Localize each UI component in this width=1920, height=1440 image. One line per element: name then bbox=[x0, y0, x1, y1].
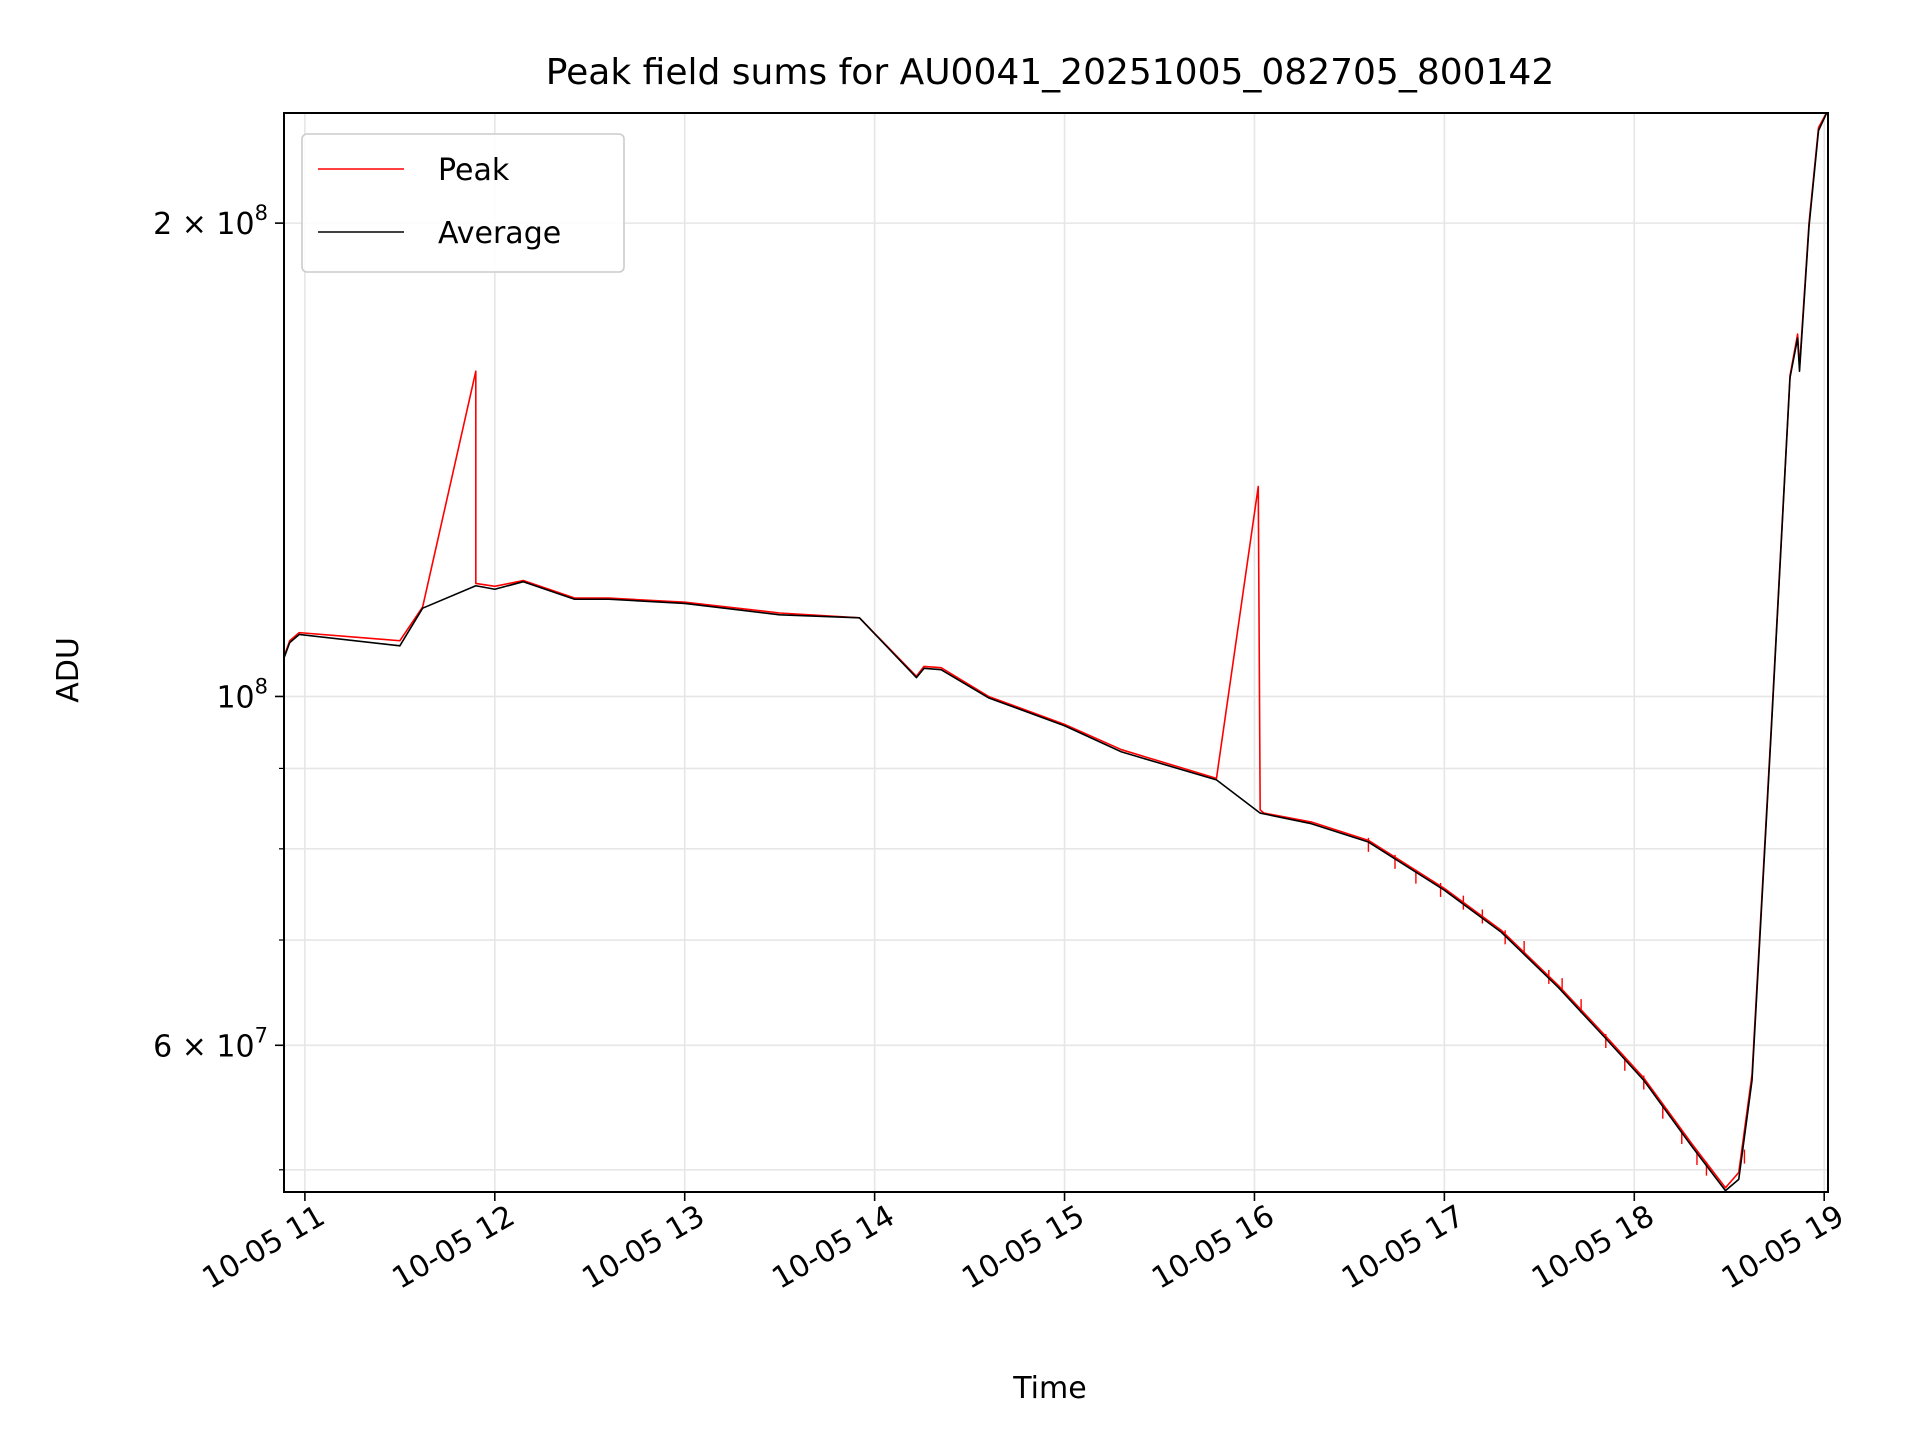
y-axis-label: ADU bbox=[51, 637, 86, 703]
y-tick-label-1: 108 bbox=[216, 674, 268, 715]
legend-label-average: Average bbox=[438, 216, 561, 251]
grid-lines bbox=[284, 113, 1828, 1192]
y-tick-label-2: 2 × 108 bbox=[153, 201, 268, 242]
series-group bbox=[284, 113, 1828, 1192]
legend-label-peak: Peak bbox=[438, 153, 510, 188]
y-tick-label-0: 6 × 107 bbox=[153, 1023, 268, 1064]
plot-frame bbox=[283, 112, 1829, 1193]
series-line-average bbox=[284, 113, 1828, 1192]
x-axis-label: Time bbox=[1012, 1371, 1086, 1406]
legend: Peak Average bbox=[301, 133, 625, 273]
chart-title: Peak field sums for AU0041_20251005_0827… bbox=[546, 52, 1555, 93]
y-axis-ticks: 6 × 107 108 2 × 108 bbox=[153, 201, 284, 1171]
axes-frame bbox=[283, 112, 1829, 1193]
